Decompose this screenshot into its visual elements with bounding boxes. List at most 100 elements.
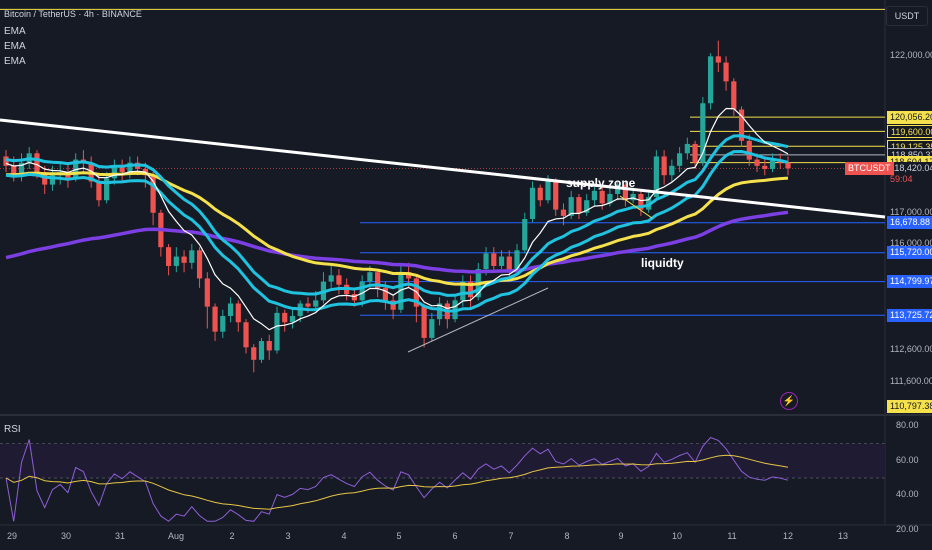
candle-body[interactable] [460, 281, 466, 301]
symbol-price-tag[interactable]: BTCUSDT [845, 161, 894, 175]
candle-body[interactable] [491, 253, 497, 266]
candle-body[interactable] [313, 300, 319, 307]
price-level-label[interactable]: 110,797.38 [887, 400, 932, 414]
candle-body[interactable] [165, 247, 172, 266]
candle-body[interactable] [173, 256, 179, 266]
candle-body[interactable] [336, 275, 342, 285]
candle-body[interactable] [785, 162, 791, 169]
candle-body[interactable] [96, 181, 102, 201]
candle-body[interactable] [545, 181, 551, 201]
candle-body[interactable] [3, 156, 9, 166]
symbol-title[interactable]: Bitcoin / TetherUS · 4h · BINANCE [4, 9, 142, 19]
price-level-label[interactable]: 114,799.97 [887, 275, 932, 289]
candle-body[interactable] [731, 81, 737, 110]
candle-body[interactable] [498, 256, 505, 266]
candle-body[interactable] [266, 341, 272, 351]
candle-body[interactable] [723, 62, 729, 82]
candle-body[interactable] [661, 156, 667, 176]
candle-body[interactable] [34, 153, 40, 173]
ema-line-purple[interactable] [5, 210, 789, 274]
candle-body[interactable] [483, 253, 489, 270]
candle-body[interactable] [529, 187, 536, 220]
candle-body[interactable] [467, 281, 474, 298]
candle-body[interactable] [746, 140, 752, 160]
candle-body[interactable] [599, 190, 605, 204]
candle-body[interactable] [235, 303, 241, 323]
candle-body[interactable] [119, 165, 125, 173]
candle-body[interactable] [251, 347, 257, 360]
candle-body[interactable] [367, 272, 373, 282]
lightning-icon[interactable]: ⚡ [780, 392, 798, 410]
candle-body[interactable] [189, 250, 195, 263]
price-level-label[interactable]: 16,678.88 [887, 216, 932, 230]
candle-body[interactable] [638, 193, 644, 210]
candle-body[interactable] [305, 303, 311, 307]
candle-body[interactable] [653, 156, 659, 198]
candle-body[interactable] [18, 162, 25, 176]
ema-line-cyan[interactable] [5, 150, 789, 313]
candle-body[interactable] [591, 190, 598, 201]
candle-body[interactable] [289, 316, 296, 323]
candle-body[interactable] [707, 56, 714, 104]
candle-body[interactable] [684, 143, 690, 154]
candle-body[interactable] [630, 193, 636, 201]
candle-body[interactable] [568, 197, 574, 216]
candle-body[interactable] [282, 312, 288, 323]
price-level-label[interactable]: 120,056.20 [887, 110, 932, 124]
candle-body[interactable] [398, 272, 404, 310]
candle-body[interactable] [382, 287, 388, 301]
candle-body[interactable] [104, 178, 110, 201]
candle-body[interactable] [49, 175, 56, 185]
ema-line-white[interactable] [5, 107, 789, 331]
candle-body[interactable] [677, 153, 683, 166]
price-level-label[interactable]: 115,720.00 [887, 246, 932, 260]
candle-body[interactable] [607, 193, 613, 204]
candle-body[interactable] [127, 162, 133, 173]
ema-indicator-label[interactable]: EMA [4, 26, 26, 37]
candle-body[interactable] [375, 272, 381, 288]
price-level-label[interactable]: 119,600.00 [887, 124, 932, 138]
candle-body[interactable] [622, 184, 629, 201]
price-level-label[interactable]: 118,420.04 [887, 161, 932, 175]
candle-body[interactable] [73, 159, 79, 179]
ema-indicator-label[interactable]: EMA [4, 41, 26, 52]
rsi-ma-line[interactable] [5, 454, 789, 510]
price-axis[interactable] [885, 0, 932, 525]
price-level-label[interactable]: 113,725.72 [887, 308, 932, 322]
candle-body[interactable] [762, 165, 768, 169]
candle-body[interactable] [700, 103, 706, 163]
currency-button[interactable]: USDT [886, 6, 928, 26]
candle-body[interactable] [406, 272, 412, 279]
candle-body[interactable] [212, 306, 218, 332]
candle-body[interactable] [522, 219, 528, 251]
candle-body[interactable] [429, 319, 435, 338]
candle-body[interactable] [258, 341, 265, 360]
candle-body[interactable] [351, 294, 358, 301]
candle-body[interactable] [506, 256, 512, 273]
candle-body[interactable] [715, 56, 721, 63]
candle-body[interactable] [111, 165, 117, 179]
ema-line-yellow[interactable] [6, 171, 789, 287]
candle-body[interactable] [584, 200, 590, 213]
candle-body[interactable] [436, 303, 443, 320]
ema-indicator-label[interactable]: EMA [4, 56, 26, 67]
candle-body[interactable] [181, 256, 187, 263]
candle-body[interactable] [537, 187, 543, 201]
candle-body[interactable] [150, 175, 156, 213]
candle-body[interactable] [692, 143, 698, 163]
candle-body[interactable] [738, 109, 745, 141]
candle-body[interactable] [11, 165, 17, 176]
candle-body[interactable] [390, 300, 396, 310]
candle-body[interactable] [669, 165, 675, 176]
candle-body[interactable] [220, 316, 226, 332]
candle-body[interactable] [204, 278, 210, 307]
candle-body[interactable] [560, 209, 567, 216]
ascending-trendline[interactable] [407, 287, 549, 353]
candle-body[interactable] [328, 275, 334, 282]
candle-body[interactable] [769, 159, 776, 169]
candle-body[interactable] [227, 303, 234, 317]
rsi-label[interactable]: RSI [4, 424, 21, 435]
candle-body[interactable] [359, 281, 365, 301]
candle-body[interactable] [243, 322, 249, 348]
